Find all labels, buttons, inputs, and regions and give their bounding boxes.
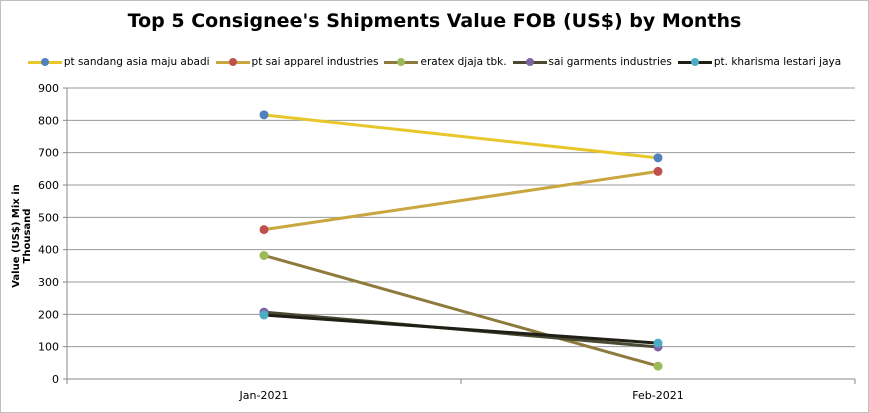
y-tick-label-100: 100	[38, 341, 59, 354]
series-1-point-0	[259, 225, 269, 235]
legend-item-3: sai garments industries	[512, 53, 672, 71]
legend-label-4: pt. kharisma lestari jaya	[713, 56, 842, 68]
x-tick-label-Jan-2021: Jan-2021	[239, 389, 289, 402]
legend-label-2: eratex djaja tbk.	[420, 56, 507, 68]
chart-title: Top 5 Consignee's Shipments Value FOB (U…	[127, 10, 742, 32]
legend-label-1: pt sai apparel industries	[251, 56, 379, 68]
series-line-2	[263, 254, 659, 368]
legend-label-0: pt sandang asia maju abadi	[63, 56, 210, 68]
series-4-point-1	[653, 338, 663, 348]
legend-item-2: eratex djaja tbk.	[384, 53, 507, 71]
series-2-point-1	[653, 361, 663, 371]
y-tick-label-300: 300	[38, 276, 59, 289]
y-tick-label-400: 400	[38, 244, 59, 257]
legend-label-3: sai garments industries	[548, 56, 672, 68]
series-line-1	[263, 169, 659, 232]
y-tick-label-500: 500	[38, 211, 59, 224]
legend-swatch-1	[215, 56, 250, 68]
series-0-point-0	[259, 110, 269, 120]
y-tick-label-800: 800	[38, 114, 59, 127]
legend-swatch-2	[384, 56, 419, 68]
legend-swatch-3	[512, 56, 547, 68]
series-line-4	[263, 313, 659, 345]
legend-swatch-0	[27, 56, 62, 68]
y-tick-label-700: 700	[38, 147, 59, 160]
chart-legend: pt sandang asia maju abadi pt sai apparel…	[0, 53, 869, 71]
legend-item-0: pt sandang asia maju abadi	[27, 53, 210, 71]
y-tick-label-200: 200	[38, 308, 59, 321]
y-tick-label-0: 0	[52, 373, 59, 386]
series-0-point-1	[653, 153, 663, 163]
legend-item-4: pt. kharisma lestari jaya	[677, 53, 842, 71]
series-4-point-0	[259, 310, 269, 320]
series-1-point-1	[653, 166, 663, 176]
series-line-0	[263, 113, 659, 160]
legend-swatch-4	[677, 56, 712, 68]
legend-item-1: pt sai apparel industries	[215, 53, 379, 71]
series-2-point-0	[259, 250, 269, 260]
y-tick-label-900: 900	[38, 82, 59, 95]
x-tick-label-Feb-2021: Feb-2021	[632, 389, 683, 402]
y-tick-label-600: 600	[38, 179, 59, 192]
